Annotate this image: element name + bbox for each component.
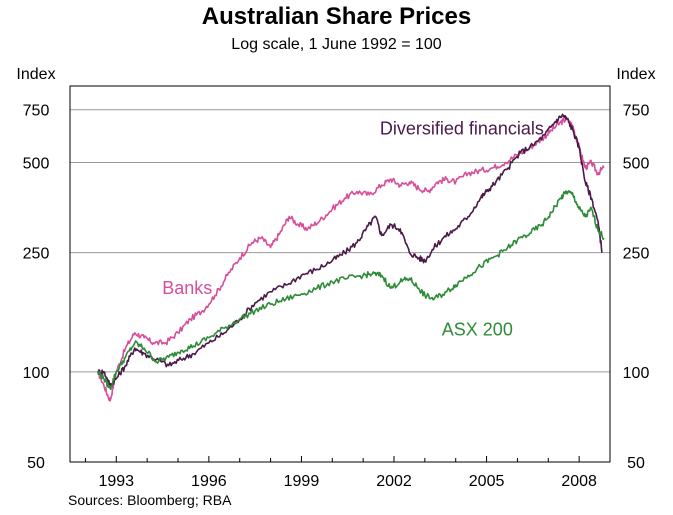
y-tick-label-left: 500 bbox=[23, 155, 50, 172]
y-tick-label-right: 100 bbox=[623, 365, 650, 382]
y-tick-label-left: 750 bbox=[23, 103, 50, 120]
series-line-diversified-financials bbox=[97, 113, 603, 387]
y-tick-label-left: 250 bbox=[23, 246, 50, 263]
x-tick-label: 1993 bbox=[98, 473, 134, 490]
chart-title: Australian Share Prices bbox=[201, 3, 472, 30]
y-tick-label-right: 750 bbox=[623, 103, 650, 120]
axes: 50 50 100 100 250 250 500 500 750 750 1993 1996 1999… bbox=[23, 103, 650, 490]
x-tick-label: 2005 bbox=[469, 473, 505, 490]
series-line-banks bbox=[97, 116, 605, 402]
y-tick-label-right: 500 bbox=[623, 155, 650, 172]
series-label-asx-200: ASX 200 bbox=[442, 320, 513, 340]
series-label-banks: Banks bbox=[162, 278, 212, 298]
y-tick-label-left: 50 bbox=[27, 455, 45, 472]
y-tick-label-right: 50 bbox=[627, 455, 645, 472]
x-tick-label: 2008 bbox=[561, 473, 597, 490]
series-lines bbox=[97, 113, 605, 402]
gridlines bbox=[70, 109, 610, 373]
x-tick-label: 1999 bbox=[284, 473, 320, 490]
series-line-asx-200 bbox=[97, 190, 605, 390]
series-labels: Banks Diversified financials ASX 200 bbox=[162, 118, 544, 339]
chart-subtitle: Log scale, 1 June 1992 = 100 bbox=[231, 36, 442, 53]
y-tick-label-right: 250 bbox=[623, 246, 650, 263]
y-tick-label-left: 100 bbox=[23, 365, 50, 382]
left-axis-title: Index bbox=[16, 66, 55, 83]
source-note: Sources: Bloomberg; RBA bbox=[68, 492, 232, 508]
x-tick-label: 1996 bbox=[191, 473, 227, 490]
x-tick-label: 2002 bbox=[376, 473, 412, 490]
plot-frame bbox=[69, 85, 611, 463]
series-label-diversified-financials: Diversified financials bbox=[380, 118, 544, 138]
right-axis-title: Index bbox=[616, 66, 655, 83]
